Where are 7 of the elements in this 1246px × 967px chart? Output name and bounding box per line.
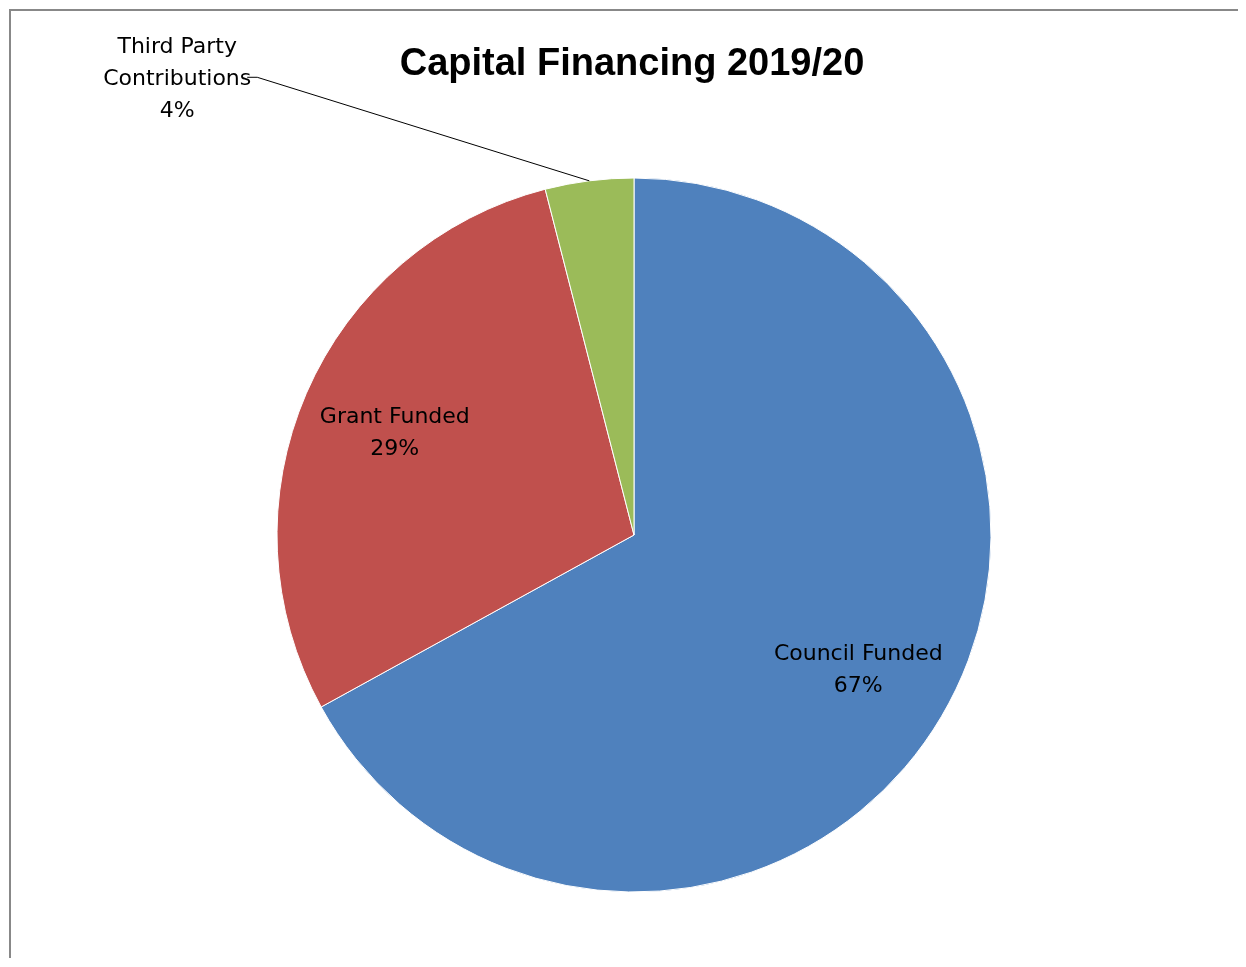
chart-title: Capital Financing 2019/20	[399, 41, 865, 83]
slice-label: Third Party Contributions	[103, 33, 252, 91]
data-label: 29%	[370, 435, 420, 461]
slice-label: Grant Funded	[319, 403, 470, 429]
data-label: 67%	[833, 671, 883, 697]
data-label: 4%	[159, 97, 195, 123]
slice-label: Council Funded	[773, 639, 943, 665]
